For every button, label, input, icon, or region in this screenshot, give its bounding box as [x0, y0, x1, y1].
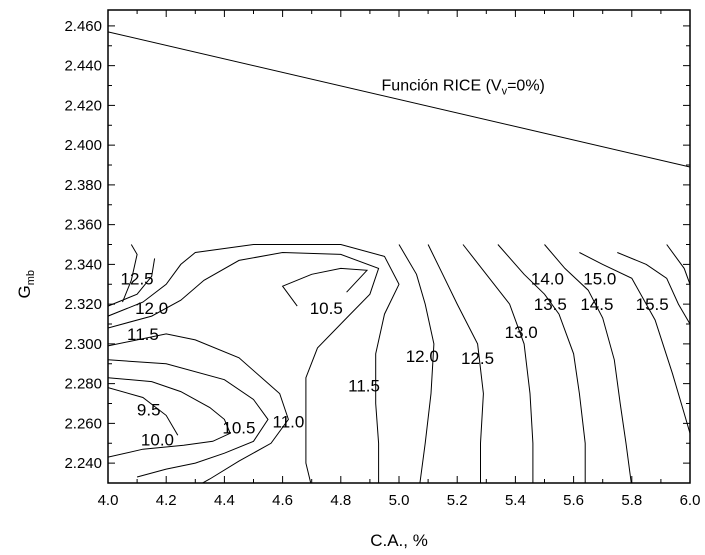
x-tick-label: 4.2: [156, 492, 177, 509]
y-tick-label: 2.300: [64, 336, 102, 353]
x-tick-label: 5.8: [621, 492, 642, 509]
x-tick-label: 6.0: [680, 492, 701, 509]
contour-label: 11.5: [127, 325, 159, 344]
contour-line-12.0: [108, 244, 400, 483]
x-tick-label: 4.0: [98, 492, 119, 509]
contour-line-15.5: [617, 252, 690, 325]
contour-label: 15.5: [636, 295, 669, 314]
contour-label: 10.5: [222, 418, 255, 437]
contour-line-10.0: [108, 377, 231, 458]
contour-line-16.0: [666, 244, 690, 285]
contour-labels: 12.5 12.0 11.5 10.5 9.5 10.0 10.5 11.0 11.5 12.0 1…: [121, 269, 669, 449]
contour-label: 14.0: [531, 269, 564, 288]
contour-line-12.5: [122, 244, 138, 303]
x-tick-label: 5.4: [505, 492, 526, 509]
contour-line-14.5: [544, 244, 632, 483]
contour-line-11.5: [108, 251, 380, 483]
contour-line-9.5: [108, 387, 179, 436]
contour-label: 12.5: [121, 269, 154, 288]
y-tick-label: 2.360: [64, 217, 102, 234]
contour-label: 12.0: [406, 347, 439, 366]
contour-line-14.0: [497, 244, 586, 483]
contour-label: 9.5: [137, 400, 161, 419]
y-tick-label: 2.460: [64, 18, 102, 35]
y-tick-label: 2.400: [64, 137, 102, 154]
contour-label: 11.5: [348, 377, 380, 396]
x-tick-label: 4.8: [330, 492, 351, 509]
y-tick-label: 2.280: [64, 376, 102, 393]
y-tick-label: 2.260: [64, 415, 102, 432]
contour-line-12.5: [398, 244, 435, 483]
contour-line-15.0: [579, 252, 690, 434]
x-axis-ticks: 4.0 4.2 4.4 4.6 4.8 5.0 5.2 5.4 5.6 5.8 6.0: [98, 10, 701, 509]
contour-label: 13.5: [534, 295, 567, 314]
contour-lines: [108, 244, 690, 483]
x-tick-label: 4.6: [272, 492, 293, 509]
contour-label: 11.0: [273, 412, 305, 431]
contour-label: 12.0: [135, 299, 168, 318]
y-tick-label: 2.440: [64, 58, 102, 75]
y-tick-label: 2.320: [64, 296, 102, 313]
contour-line-10.5: [108, 359, 269, 478]
rice-function-line: [107, 31, 691, 168]
contour-label: 12.5: [461, 349, 494, 368]
contour-line-13.0: [427, 244, 484, 483]
contour-label: 14.5: [580, 295, 613, 314]
x-tick-label: 5.0: [389, 492, 410, 509]
contour-label: 10.0: [141, 430, 174, 449]
y-tick-label: 2.240: [64, 455, 102, 472]
contour-label: 10.5: [310, 299, 343, 318]
contour-label: 13.0: [505, 323, 538, 342]
y-tick-label: 2.420: [64, 97, 102, 114]
contour-line-10.5: [281, 267, 369, 307]
y-axis-title: Gmb: [15, 270, 37, 299]
y-tick-label: 2.340: [64, 256, 102, 273]
x-axis-title: C.A., %: [370, 531, 428, 550]
contour-line-13.5: [462, 244, 534, 483]
contour-line-11.0: [108, 333, 289, 483]
contour-line-12.0: [108, 258, 156, 307]
x-tick-label: 4.4: [214, 492, 235, 509]
x-tick-label: 5.2: [447, 492, 468, 509]
y-tick-label: 2.380: [64, 177, 102, 194]
rice-function-annotation: Función RICE (Vv=0%): [382, 77, 545, 97]
x-tick-label: 5.6: [563, 492, 584, 509]
plot-frame: [107, 9, 691, 484]
y-axis-ticks: 2.240 2.260 2.280 2.300 2.320 2.340 2.360 2.380…: [64, 18, 690, 472]
contour-label: 15.0: [583, 269, 616, 288]
